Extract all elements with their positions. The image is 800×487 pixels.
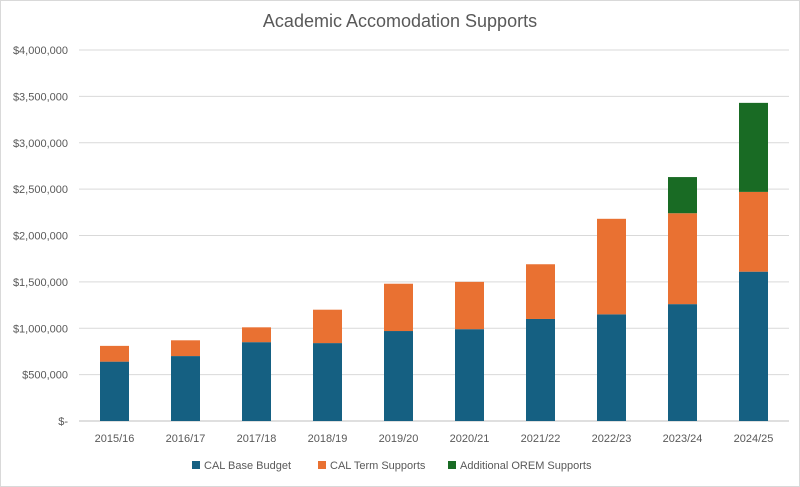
- legend-label: CAL Base Budget: [204, 460, 291, 472]
- bar-segment: [597, 314, 626, 421]
- bar-segment: [526, 318, 555, 421]
- y-tick-label: $-: [58, 416, 68, 428]
- bar-segment: [597, 218, 626, 315]
- bar-segment: [455, 329, 484, 421]
- legend-swatch: [448, 461, 456, 469]
- bar-segment: [739, 102, 768, 192]
- x-tick-label: 2022/23: [592, 433, 632, 445]
- bars: [100, 102, 768, 421]
- bar-segment: [171, 356, 200, 421]
- y-tick-label: $1,500,000: [13, 277, 68, 289]
- bar-segment: [313, 343, 342, 421]
- legend-item: CAL Term Supports: [318, 460, 426, 472]
- bar-segment: [668, 213, 697, 305]
- bar-segment: [526, 264, 555, 319]
- legend-swatch: [192, 461, 200, 469]
- x-tick-label: 2020/21: [450, 433, 490, 445]
- x-tick-label: 2018/19: [308, 433, 348, 445]
- y-tick-label: $2,000,000: [13, 231, 68, 243]
- y-tick-label: $500,000: [22, 370, 68, 382]
- bar-segment: [455, 281, 484, 330]
- bar-segment: [668, 177, 697, 214]
- chart-title: Academic Accomodation Supports: [263, 11, 537, 31]
- x-tick-label: 2021/22: [521, 433, 561, 445]
- bar-segment: [100, 361, 129, 421]
- y-tick-label: $3,500,000: [13, 91, 68, 103]
- bar-segment: [739, 191, 768, 272]
- bar-segment: [313, 309, 342, 344]
- y-tick-label: $4,000,000: [13, 45, 68, 57]
- y-tick-label: $3,000,000: [13, 138, 68, 150]
- y-tick-label: $1,000,000: [13, 323, 68, 335]
- bar-segment: [100, 345, 129, 362]
- legend: CAL Base Budget CAL Term Supports Addition…: [192, 460, 592, 472]
- bar-segment: [171, 340, 200, 357]
- legend-item: CAL Base Budget: [192, 460, 291, 472]
- legend-label: Additional OREM Supports: [460, 460, 592, 472]
- x-tick-label: 2015/16: [95, 433, 135, 445]
- legend-swatch: [318, 461, 326, 469]
- x-tick-label: 2024/25: [734, 433, 774, 445]
- x-tick-label: 2016/17: [166, 433, 206, 445]
- bar-segment: [242, 342, 271, 421]
- y-axis-ticks: $- $500,000 $1,000,000 $1,500,000 $2,000,000…: [13, 45, 68, 428]
- x-tick-label: 2023/24: [663, 433, 703, 445]
- legend-item: Additional OREM Supports: [448, 460, 592, 472]
- x-tick-label: 2017/18: [237, 433, 277, 445]
- bar-segment: [384, 331, 413, 421]
- x-axis-ticks: 2015/16 2016/17 2017/18 2018/19 2019/20 2020/…: [95, 433, 774, 445]
- bar-segment: [739, 271, 768, 421]
- bar-segment: [384, 283, 413, 332]
- bar-segment: [668, 304, 697, 421]
- x-tick-label: 2019/20: [379, 433, 419, 445]
- y-tick-label: $2,500,000: [13, 184, 68, 196]
- bar-segment: [242, 327, 271, 343]
- legend-label: CAL Term Supports: [330, 460, 426, 472]
